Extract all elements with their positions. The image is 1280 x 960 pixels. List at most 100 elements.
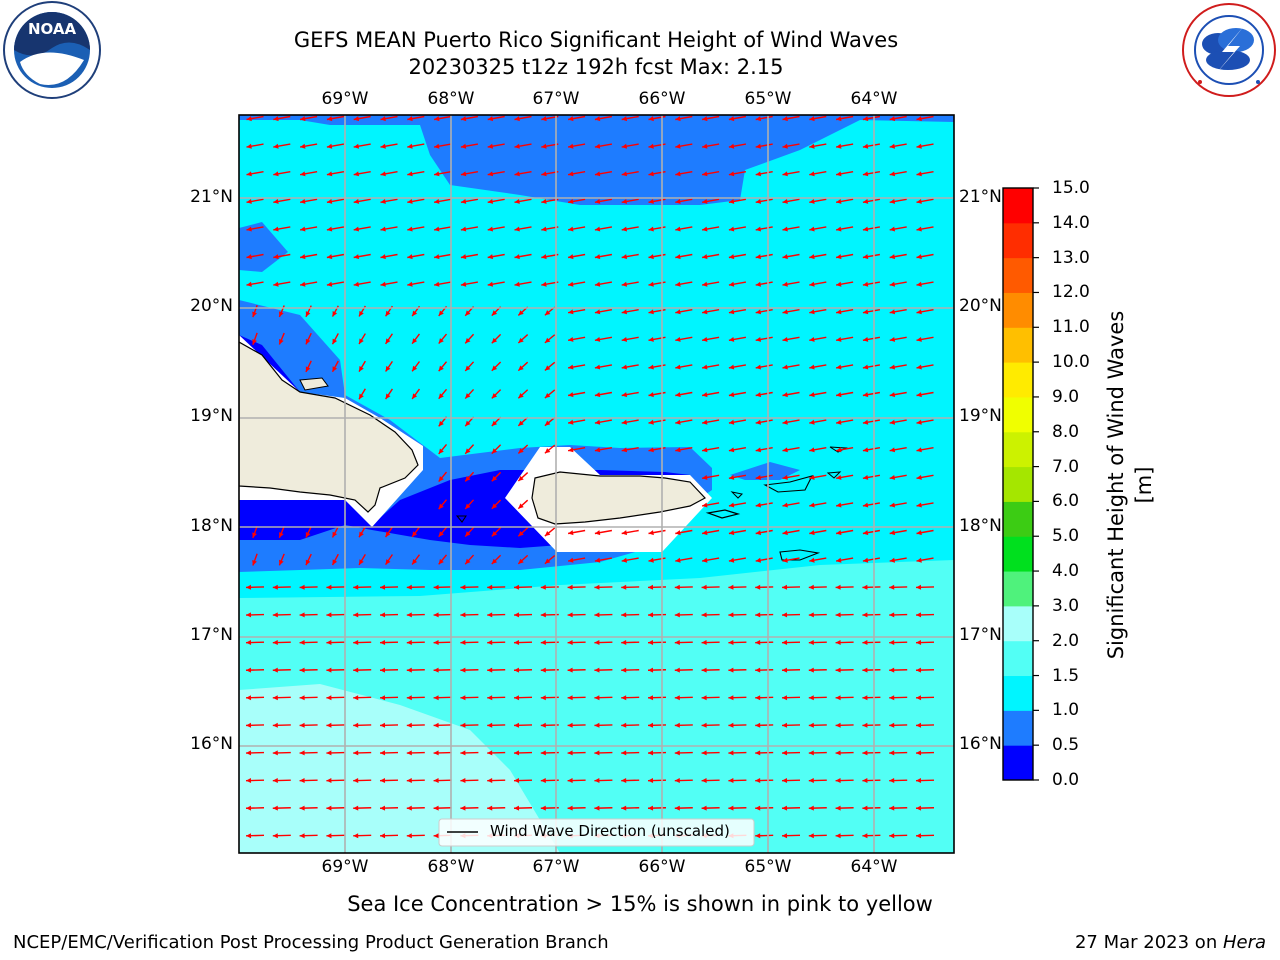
wind-wave-arrow bbox=[433, 667, 452, 673]
wind-wave-arrow bbox=[889, 805, 908, 811]
wind-wave-arrow bbox=[567, 336, 586, 342]
wind-wave-arrow bbox=[305, 526, 312, 538]
wind-wave-arrow bbox=[567, 722, 586, 728]
wind-wave-arrow bbox=[379, 640, 399, 646]
wind-wave-arrow bbox=[809, 474, 827, 480]
wind-wave-arrow bbox=[916, 364, 934, 370]
wind-wave-arrow bbox=[728, 364, 747, 370]
wind-wave-arrow bbox=[331, 333, 339, 345]
wind-wave-arrow bbox=[353, 226, 371, 232]
wind-wave-arrow bbox=[889, 336, 907, 342]
wind-wave-arrow bbox=[353, 612, 372, 618]
wind-wave-arrow bbox=[701, 419, 720, 425]
wind-wave-arrow bbox=[889, 833, 908, 839]
wind-wave-arrow bbox=[755, 309, 773, 315]
wind-wave-arrow bbox=[835, 281, 854, 287]
credit-date-text: 27 Mar 2023 on bbox=[1074, 932, 1223, 953]
colorbar-tick-label: 12.0 bbox=[1052, 282, 1090, 303]
wind-wave-arrow bbox=[353, 143, 371, 149]
colorbar-tick-label: 11.0 bbox=[1052, 317, 1090, 338]
wind-wave-arrow bbox=[782, 226, 800, 232]
wind-wave-arrow bbox=[358, 554, 366, 566]
lon-bottom-6: 64°W bbox=[850, 857, 898, 877]
wind-wave-arrow bbox=[299, 198, 318, 204]
wind-wave-arrow bbox=[755, 778, 774, 784]
wind-wave-arrow bbox=[513, 695, 533, 701]
wind-wave-arrow bbox=[728, 640, 747, 646]
wind-wave-arrow bbox=[701, 198, 720, 204]
wind-wave-arrow bbox=[728, 115, 747, 122]
wind-wave-arrow bbox=[835, 419, 854, 425]
wind-wave-arrow bbox=[491, 554, 502, 565]
wind-wave-arrow bbox=[862, 778, 881, 784]
lat-left-3: 19°N bbox=[190, 406, 233, 426]
wind-wave-arrow bbox=[809, 171, 827, 177]
wind-wave-arrow bbox=[809, 336, 827, 342]
wind-wave-arrow bbox=[781, 640, 801, 646]
wind-wave-arrow bbox=[675, 529, 693, 536]
wind-wave-arrow bbox=[675, 364, 693, 370]
wind-wave-arrow bbox=[433, 778, 452, 784]
wind-wave-arrow bbox=[544, 444, 556, 454]
wind-wave-arrow bbox=[326, 750, 345, 756]
wind-wave-arrow bbox=[674, 667, 693, 673]
wind-wave-arrow bbox=[517, 361, 529, 372]
wind-wave-arrow bbox=[701, 667, 720, 673]
wind-wave-arrow bbox=[755, 502, 773, 508]
wind-wave-arrow bbox=[728, 695, 747, 701]
wind-wave-arrow bbox=[809, 557, 827, 563]
wind-wave-arrow bbox=[433, 640, 452, 646]
wind-wave-arrow bbox=[460, 778, 479, 784]
wind-wave-arrow bbox=[809, 391, 827, 398]
land-vieques bbox=[705, 509, 741, 519]
wind-wave-arrow bbox=[594, 364, 613, 370]
lat-left-6: 16°N bbox=[190, 734, 233, 754]
wind-wave-arrow bbox=[835, 198, 854, 204]
wind-wave-arrow bbox=[755, 612, 774, 618]
colorbar-tick-label: 0.5 bbox=[1052, 735, 1080, 756]
wind-wave-arrow bbox=[755, 695, 774, 701]
wind-wave-arrow bbox=[567, 529, 586, 536]
wind-wave-arrow bbox=[621, 612, 640, 618]
wind-wave-arrow bbox=[675, 391, 693, 398]
wind-wave-arrow bbox=[272, 584, 291, 590]
wind-wave-arrow bbox=[782, 419, 800, 425]
wind-wave-arrow bbox=[326, 640, 345, 646]
wind-wave-arrow bbox=[782, 171, 800, 177]
wind-wave-arrow bbox=[272, 722, 291, 728]
wind-wave-arrow bbox=[889, 502, 907, 508]
wind-wave-arrow bbox=[299, 115, 318, 122]
wind-wave-arrow bbox=[380, 253, 398, 260]
wind-wave-arrow bbox=[728, 474, 747, 480]
wind-wave-arrow bbox=[835, 640, 854, 646]
wind-wave-arrow bbox=[862, 833, 881, 839]
lon-top-2: 68°W bbox=[427, 89, 475, 109]
wind-wave-arrow bbox=[331, 526, 339, 538]
wind-wave-arrow bbox=[438, 554, 448, 565]
wind-wave-arrow bbox=[862, 750, 881, 756]
wind-wave-arrow bbox=[326, 695, 345, 701]
wind-wave-arrow bbox=[701, 143, 720, 149]
wind-wave-arrow bbox=[675, 143, 693, 149]
wind-wave-arrow bbox=[272, 750, 291, 756]
wind-wave-arrow bbox=[487, 115, 505, 122]
wind-wave-arrow bbox=[326, 143, 345, 149]
wind-wave-arrow bbox=[674, 750, 693, 756]
wind-wave-arrow bbox=[621, 391, 639, 398]
lon-top-6: 64°W bbox=[850, 89, 898, 109]
wind-wave-arrow bbox=[353, 695, 372, 701]
wind-wave-arrow bbox=[781, 778, 801, 784]
wind-wave-arrow bbox=[491, 333, 502, 344]
wind-wave-arrow bbox=[862, 171, 881, 177]
wind-wave-arrow bbox=[755, 529, 773, 536]
wind-wave-arrow bbox=[621, 778, 640, 784]
wind-wave-arrow bbox=[594, 612, 613, 618]
colorbar-segment bbox=[1003, 188, 1033, 224]
wind-wave-arrow bbox=[701, 115, 720, 122]
wind-wave-arrow bbox=[379, 695, 399, 701]
lat-left-5: 17°N bbox=[190, 625, 233, 645]
wind-wave-arrow bbox=[755, 640, 774, 646]
colorbar-label: Significant Height of Wind Waves [m] bbox=[1104, 310, 1156, 660]
credit-branch: NCEP/EMC/Verification Post Processing Pr… bbox=[13, 932, 609, 953]
wind-wave-arrow bbox=[487, 612, 506, 618]
